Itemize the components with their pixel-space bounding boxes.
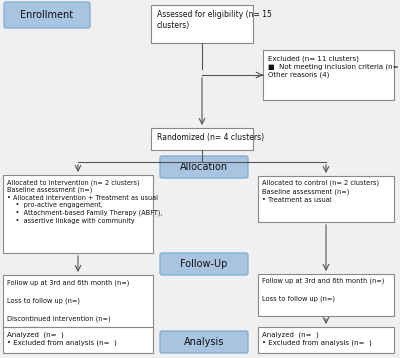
FancyBboxPatch shape: [4, 2, 90, 28]
Text: Allocation: Allocation: [180, 162, 228, 172]
FancyBboxPatch shape: [160, 331, 248, 353]
Text: Enrollment: Enrollment: [20, 10, 74, 20]
FancyBboxPatch shape: [3, 275, 153, 327]
FancyBboxPatch shape: [160, 253, 248, 275]
Text: Excluded (n= 11 clusters)
■  Not meeting inclusion criteria (n= 7)
Other reasons: Excluded (n= 11 clusters) ■ Not meeting …: [268, 55, 400, 78]
Text: Follow up at 3rd and 6th month (n=)

Loss to follow up (n=): Follow up at 3rd and 6th month (n=) Loss…: [262, 278, 384, 303]
FancyBboxPatch shape: [258, 274, 394, 316]
Text: Allocated to control (n= 2 clusters)
Baseline assessment (n=)
• Treatment as usu: Allocated to control (n= 2 clusters) Bas…: [262, 180, 379, 203]
Text: Assessed for eligibility (n= 15
clusters): Assessed for eligibility (n= 15 clusters…: [157, 10, 272, 30]
FancyBboxPatch shape: [3, 175, 153, 253]
FancyBboxPatch shape: [151, 5, 253, 43]
Text: Follow up at 3rd and 6th month (n=)

Loss to follow up (n=)

Discontinued interv: Follow up at 3rd and 6th month (n=) Loss…: [7, 279, 129, 321]
Text: Allocated to intervention (n= 2 clusters)
Baseline assessment (n=)
• Allocated i: Allocated to intervention (n= 2 clusters…: [7, 179, 162, 223]
FancyBboxPatch shape: [151, 128, 253, 150]
FancyBboxPatch shape: [258, 327, 394, 353]
FancyBboxPatch shape: [160, 156, 248, 178]
FancyBboxPatch shape: [3, 327, 153, 353]
Text: Randomized (n= 4 clusters): Randomized (n= 4 clusters): [157, 133, 264, 142]
FancyBboxPatch shape: [263, 50, 394, 100]
Text: Analyzed  (n=  )
• Excluded from analysis (n=  ): Analyzed (n= ) • Excluded from analysis …: [7, 331, 117, 346]
Text: Analyzed  (n=  )
• Excluded from analysis (n=  ): Analyzed (n= ) • Excluded from analysis …: [262, 331, 372, 346]
FancyBboxPatch shape: [258, 176, 394, 222]
Text: Follow-Up: Follow-Up: [180, 259, 228, 269]
Text: Analysis: Analysis: [184, 337, 224, 347]
